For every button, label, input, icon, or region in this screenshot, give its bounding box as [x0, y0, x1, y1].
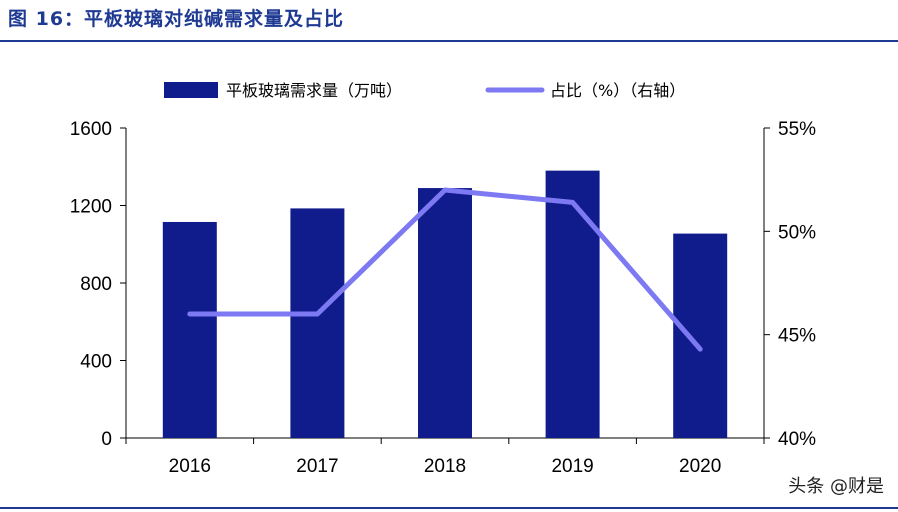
y-right-tick-label: 45% [778, 326, 816, 347]
y-left-tick-label: 800 [80, 274, 112, 295]
x-tick-label: 2017 [296, 456, 338, 477]
legend: 平板玻璃需求量（万吨） 占比（%）（右轴） [164, 81, 685, 100]
y-left-tick-label: 0 [101, 429, 112, 450]
x-tick-label: 2020 [679, 456, 721, 477]
y-left-tick-label: 1200 [70, 197, 112, 218]
x-tick-label: 2016 [169, 456, 211, 477]
tick-labels: 0 400 800 1200 1600 40% 45% 50% 55% 2016 2017 2018 2… [70, 119, 816, 477]
legend-swatch-bar [164, 82, 218, 98]
y-right-tick-label: 50% [778, 222, 816, 243]
bar-2018 [418, 188, 472, 438]
y-right-tick-label: 40% [778, 429, 816, 450]
y-left-tick-label: 400 [80, 352, 112, 373]
watermark: 头条 @财是 [788, 476, 884, 497]
bar-2017 [290, 208, 345, 438]
bar-2019 [545, 170, 600, 438]
title-divider [0, 40, 898, 42]
bottom-divider [0, 507, 898, 509]
y-right-tick-label: 55% [778, 119, 816, 140]
x-tick-label: 2019 [551, 456, 593, 477]
bar-series [162, 170, 728, 438]
legend-label-bar: 平板玻璃需求量（万吨） [226, 81, 402, 100]
figure-title: 图 16：平板玻璃对纯碱需求量及占比 [8, 8, 345, 30]
bar-2020 [673, 233, 728, 438]
bar-2016 [162, 221, 217, 438]
legend-label-line: 占比（%）（右轴） [550, 81, 685, 100]
line-series [187, 187, 703, 352]
x-tick-label: 2018 [424, 456, 466, 477]
y-left-tick-label: 1600 [70, 119, 112, 140]
